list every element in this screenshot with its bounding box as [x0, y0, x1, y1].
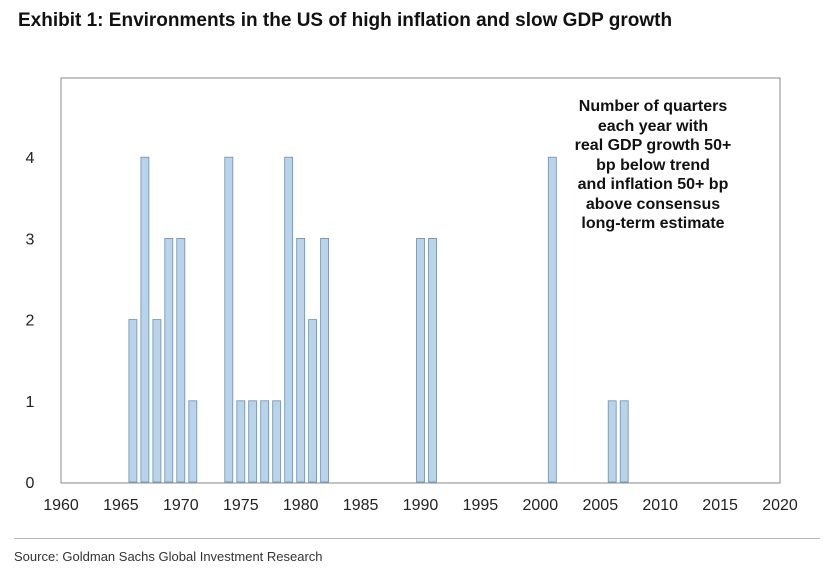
- bar-1974: [224, 156, 234, 483]
- x-tick-label: 1980: [283, 497, 319, 514]
- x-tick-label: 1960: [43, 497, 79, 514]
- bar-1979: [284, 156, 294, 483]
- chart-title: Exhibit 1: Environments in the US of hig…: [18, 10, 673, 31]
- annotation-line: bp below trend: [596, 156, 710, 174]
- annotation-line: real GDP growth 50+: [574, 137, 732, 154]
- x-tick-label: 1985: [343, 497, 379, 514]
- bar-2001: [547, 156, 557, 483]
- y-tick-label: 4: [26, 150, 35, 167]
- bar-1966: [128, 319, 138, 483]
- x-tick-label: 2005: [583, 497, 619, 514]
- bar-1967: [140, 156, 150, 483]
- bar-1969: [164, 237, 174, 483]
- annotation-line: long-term estimate: [581, 215, 725, 232]
- x-tick-label: 2020: [762, 497, 798, 514]
- bar-2007: [619, 400, 629, 483]
- annotation-line: Number of quarters: [578, 98, 728, 115]
- bar-1982: [320, 237, 330, 483]
- x-tick-label: 2015: [702, 497, 738, 514]
- x-tick-label: 2010: [642, 497, 678, 514]
- bar-1991: [428, 237, 437, 483]
- bar-1971: [188, 400, 198, 483]
- bar-1978: [272, 400, 282, 483]
- chart-annotation: Number of quarters each year with real G…: [548, 97, 758, 234]
- bars-group: [128, 156, 629, 483]
- x-tick-label: 2000: [523, 497, 559, 514]
- x-tick-label: 1990: [403, 497, 439, 514]
- x-tick-label: 1975: [223, 497, 259, 514]
- x-tick-label: 1965: [103, 497, 139, 514]
- bar-1977: [260, 400, 270, 483]
- y-axis-ticks: 0 1 2 3 4: [26, 150, 35, 492]
- annotation-line: each year with: [597, 117, 709, 135]
- footer-divider: [14, 538, 820, 539]
- y-tick-label: 0: [26, 475, 35, 492]
- bar-1976: [248, 400, 258, 483]
- annotation-line: and inflation 50+ bp: [577, 176, 729, 193]
- bar-1990: [416, 237, 425, 483]
- bar-2006: [607, 400, 617, 483]
- plot-frame: [60, 77, 781, 484]
- bar-1970: [176, 237, 186, 483]
- bar-1980: [296, 237, 306, 483]
- source-note: Source: Goldman Sachs Global Investment …: [14, 549, 323, 564]
- bar-1981: [308, 319, 318, 483]
- bar-1975: [236, 400, 246, 483]
- x-axis-ticks: 1960 1965 1970 1975 1980 1985 1990 1995 2000 2005…: [43, 497, 798, 514]
- bar-1968: [152, 319, 162, 483]
- x-tick-label: 1995: [463, 497, 499, 514]
- y-tick-label: 3: [26, 231, 35, 248]
- y-tick-label: 2: [26, 313, 35, 330]
- bar-chart: 1960 1965 1970 1975 1980 1985 1990 1995 2000 2005…: [26, 77, 798, 514]
- x-tick-label: 1970: [163, 497, 199, 514]
- y-tick-label: 1: [26, 394, 35, 411]
- annotation-line: above consensus: [585, 195, 721, 213]
